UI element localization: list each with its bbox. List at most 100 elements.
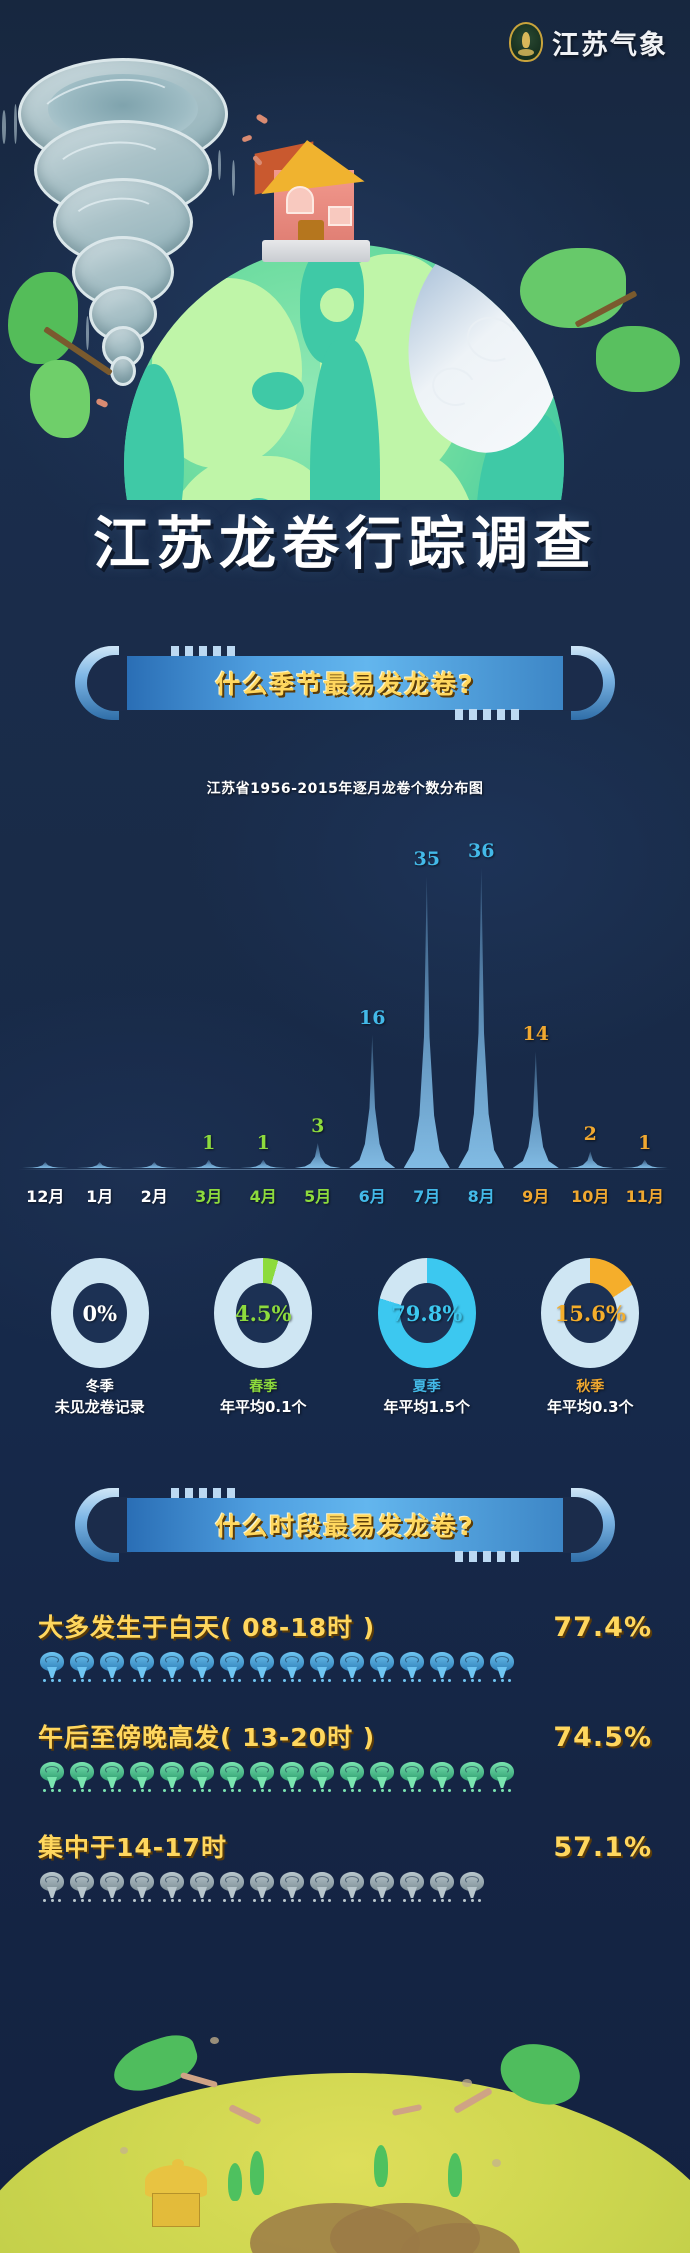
- season-donut: 4.5% 春季年平均0.1个: [182, 1258, 346, 1419]
- tornado-icon: [160, 1872, 184, 1902]
- donut-season-label: 冬季: [85, 1379, 114, 1395]
- tornado-icon: [40, 1872, 64, 1902]
- tornado-icon: [70, 1652, 94, 1682]
- time-stat-row: 午后至傍晚高发( 13-20时 ) 74.5%: [0, 1718, 690, 1792]
- tornado-icon: [100, 1762, 124, 1792]
- chart-spike: [127, 840, 182, 1168]
- banner-ticks: [171, 1488, 235, 1499]
- leaf-icon: [596, 326, 680, 392]
- spike-value-label: 1: [202, 1131, 216, 1154]
- tornado-icon: [460, 1652, 484, 1682]
- tornado-icon: [340, 1762, 364, 1792]
- tornado-icon-row: [0, 1754, 690, 1792]
- tornado-icon: [280, 1652, 304, 1682]
- earth-globe-illustration: [124, 244, 564, 500]
- time-stat-percent: 57.1%: [553, 1832, 652, 1863]
- donut-note-label: 年平均1.5个: [383, 1398, 471, 1417]
- chart-spike: 1: [236, 840, 291, 1168]
- spike-shape: [458, 868, 505, 1168]
- tornado-icon: [430, 1872, 454, 1902]
- banner-ticks: [171, 646, 235, 657]
- season-donut-group: 0% 冬季 未见龙卷记录 4.5% 春季 年平均0.1个 79.8% 夏季 年平均1.5个 15.…: [18, 1258, 672, 1419]
- page-title: 江苏龙卷行踪调查: [93, 511, 597, 577]
- month-label: 12月: [26, 1187, 65, 1206]
- month-label: 3月: [195, 1187, 223, 1206]
- tornado-icon: [250, 1652, 274, 1682]
- month-label: 7月: [413, 1187, 441, 1206]
- tornado-icon: [310, 1762, 334, 1792]
- spike-shape: [621, 1159, 668, 1168]
- donut-hole: [563, 1283, 618, 1343]
- tornado-icon: [280, 1762, 304, 1792]
- chart-spike: 2: [563, 840, 618, 1168]
- month-label: 4月: [249, 1187, 277, 1206]
- tornado-icon: [220, 1872, 244, 1902]
- leaf-icon: [30, 360, 90, 438]
- chart-spike: [73, 840, 128, 1168]
- chart-title: 江苏省1956-2015年逐月龙卷个数分布图: [206, 781, 484, 797]
- donut-percent-label: 4.5%: [235, 1300, 292, 1326]
- leaf-icon: [106, 2028, 204, 2100]
- time-stat-row: 集中于14-17时 57.1%: [0, 1828, 690, 1902]
- season-donut: 0% 冬季未见龙卷记录: [18, 1258, 182, 1419]
- spike-shape: [512, 1051, 559, 1168]
- spike-value-label: 3: [311, 1115, 325, 1137]
- tornado-icon: [250, 1762, 274, 1792]
- donut-season-label: 春季: [249, 1379, 278, 1395]
- season-donut: 79.8% 夏季年平均1.5个: [345, 1258, 509, 1419]
- tornado-illustration: [8, 58, 238, 388]
- time-stat-group: 大多发生于白天( 08-18时 ) 77.4% 午后至傍晚高发( 13-20时 ) 7…: [0, 1608, 690, 1938]
- tornado-icon: [490, 1762, 514, 1792]
- spike-shape: [76, 1162, 123, 1168]
- tornado-icon: [310, 1652, 334, 1682]
- spike-shape: [22, 1162, 69, 1168]
- time-stat-label: 午后至傍晚高发( 13-20时 ): [38, 1723, 376, 1752]
- month-label: 8月: [467, 1187, 495, 1206]
- tornado-icon: [190, 1872, 214, 1902]
- donut-note-label: 年平均0.1个: [219, 1398, 307, 1417]
- spike-shape: [185, 1159, 232, 1168]
- tornado-icon: [310, 1872, 334, 1902]
- time-stat-label: 大多发生于白天( 08-18时 ): [38, 1613, 376, 1642]
- tornado-icon: [160, 1762, 184, 1792]
- spike-value-label: 14: [522, 1023, 549, 1046]
- banner-cap-left: [75, 1488, 131, 1562]
- month-label: 6月: [358, 1187, 386, 1206]
- spike-value-label: 1: [256, 1131, 270, 1154]
- tornado-icon: [250, 1872, 274, 1902]
- tornado-icon: [490, 1652, 514, 1682]
- monthly-tornado-chart: 1 1 3 16 35 36 14 2 1: [18, 840, 672, 1190]
- chart-spike: [18, 840, 73, 1168]
- donut-season-label: 夏季: [412, 1379, 441, 1395]
- donut-note-label: 未见龙卷记录: [54, 1398, 145, 1417]
- donut-season-label: 秋季: [576, 1379, 605, 1395]
- chart-spike: 36: [454, 840, 509, 1168]
- spike-shape: [403, 876, 450, 1168]
- time-stat-row: 大多发生于白天( 08-18时 ) 77.4%: [0, 1608, 690, 1682]
- month-label: 1月: [86, 1187, 114, 1206]
- tornado-icon: [130, 1652, 154, 1682]
- donut-hole: [72, 1283, 127, 1343]
- donut-hole: [399, 1283, 454, 1343]
- spike-shape: [567, 1151, 614, 1168]
- spike-value-label: 16: [359, 1006, 386, 1029]
- section-banner-time: 什么时段最易发龙卷?: [75, 1488, 615, 1562]
- tornado-icon: [190, 1762, 214, 1792]
- tornado-icon: [400, 1872, 424, 1902]
- donut-percent-label: 0%: [82, 1300, 118, 1326]
- spike-value-label: 35: [413, 848, 440, 871]
- hut-icon: [145, 2159, 207, 2227]
- tornado-icon: [130, 1872, 154, 1902]
- tornado-icon: [460, 1872, 484, 1902]
- month-label: 9月: [522, 1187, 550, 1206]
- donut-percent-label: 79.8%: [391, 1300, 463, 1326]
- tornado-icon: [370, 1652, 394, 1682]
- chart-spike: 14: [509, 840, 564, 1168]
- tornado-icon-row: [0, 1864, 690, 1902]
- banner-ticks: [455, 1551, 519, 1562]
- tornado-icon: [70, 1762, 94, 1792]
- tornado-icon: [220, 1762, 244, 1792]
- chart-spike: 1: [182, 840, 237, 1168]
- tornado-icon: [340, 1872, 364, 1902]
- tornado-icon: [370, 1872, 394, 1902]
